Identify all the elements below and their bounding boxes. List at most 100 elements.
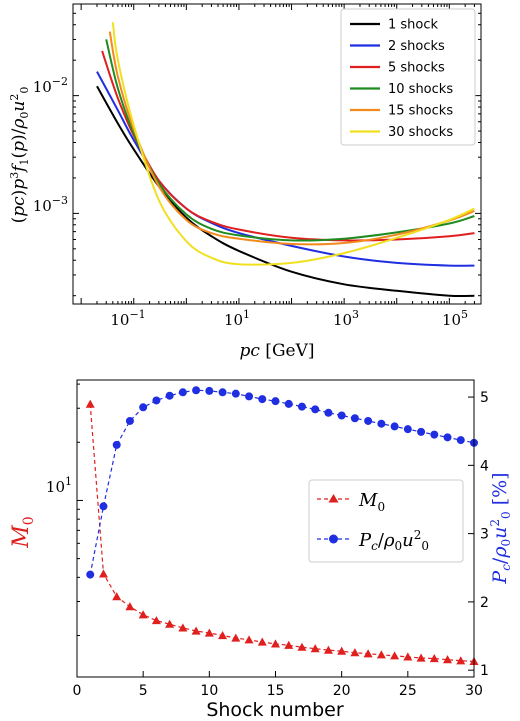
spectrum-x-tick-label: 101 (224, 308, 250, 329)
pc-marker (443, 433, 452, 442)
spectrum-legend-label: 30 shocks (388, 125, 453, 140)
pc-marker (165, 391, 174, 400)
spectrum-curve (101, 50, 475, 242)
shock-x-tick-label: 30 (465, 683, 483, 699)
spectrum-x-tick-label: 105 (442, 308, 468, 329)
spectrum-curve (108, 31, 475, 246)
shock-right-tick-label: 3 (480, 527, 489, 543)
m0-marker (416, 653, 426, 662)
spectrum-legend-label: 1 shock (388, 18, 439, 33)
pc-marker (99, 502, 108, 511)
spectrum-y-ticks (73, 3, 481, 297)
m0-marker (323, 645, 333, 654)
legend-m0-marker (328, 494, 339, 503)
shock-x-axis-label: Shock number (206, 699, 344, 721)
shock-right-tick-label: 1 (480, 663, 489, 679)
m0-marker (98, 569, 108, 578)
spectrum-legend-label: 10 shocks (388, 82, 453, 97)
spectrum-curve (111, 22, 475, 266)
m0-marker (178, 623, 188, 632)
spectrum-y-axis-label: (pc)p3f1(p)/ρ0u20 (8, 87, 31, 224)
spectrum-x-tick-label: 10−1 (110, 308, 145, 329)
m0-marker (244, 635, 254, 644)
pc-marker (377, 419, 386, 428)
pc-marker (417, 427, 426, 436)
pc-marker (245, 392, 254, 401)
spectrum-x-tick-label: 103 (333, 308, 359, 329)
m0-marker (403, 652, 413, 661)
pc-marker (390, 422, 399, 431)
shock-x-tick-label: 10 (200, 683, 218, 699)
m0-marker (112, 592, 122, 601)
pc-marker (271, 397, 280, 406)
pc-marker (403, 425, 412, 434)
spectrum-legend-label: 2 shocks (388, 39, 445, 54)
pc-marker (231, 389, 240, 398)
pc-marker (456, 436, 465, 445)
shock-legend: M0 Pc/ρ0u20 (308, 479, 464, 563)
shock-left-ticks (77, 383, 83, 637)
m0-marker (337, 646, 347, 655)
pc-marker (152, 396, 161, 405)
pc-marker (311, 405, 320, 414)
legend-pc-marker (329, 534, 338, 544)
m0-marker (165, 619, 175, 628)
pc-marker (139, 403, 148, 412)
shock-x-ticks: 0 5 10 15 20 25 30 (73, 671, 483, 699)
pc-marker (205, 386, 214, 395)
m0-marker (218, 631, 228, 640)
m0-marker (310, 644, 320, 653)
legend-m0-label: M0 (358, 490, 385, 514)
m0-marker (297, 642, 307, 651)
spectrum-legend-label: 15 shocks (388, 104, 453, 119)
m0-marker (257, 637, 267, 646)
spectrum-legend-label: 5 shocks (388, 61, 445, 76)
pc-marker (178, 388, 187, 397)
m0-marker (138, 610, 148, 619)
m0-marker (390, 651, 400, 660)
pc-marker (297, 402, 306, 411)
shock-right-ticks: 1 2 3 4 5 (468, 390, 489, 679)
pc-marker (364, 416, 373, 425)
spectrum-curve (105, 39, 475, 242)
shock-x-tick-label: 5 (139, 683, 148, 699)
m0-marker (443, 655, 453, 664)
spectrum-y-tick-label: 10−2 (33, 75, 68, 96)
shock-x-tick-label: 20 (333, 683, 351, 699)
spectrum-curve (96, 85, 475, 298)
m0-marker (284, 640, 294, 649)
m0-marker (376, 650, 386, 659)
m0-marker (363, 649, 373, 658)
spectrum-curve (96, 71, 475, 267)
shock-right-tick-label: 4 (480, 458, 489, 474)
shock-left-axis-label: M0 (9, 516, 37, 548)
shock-right-tick-label: 2 (480, 595, 489, 611)
legend-pc-label: Pc/ρ0u20 (358, 528, 429, 553)
m0-marker (85, 399, 95, 408)
m0-marker (231, 633, 241, 642)
spectrum-panel: 10−1 101 103 105 10−2 10−3 pc [GeV] (pc)… (8, 3, 482, 361)
m0-marker (151, 616, 161, 625)
m0-marker (350, 648, 360, 657)
shock-x-tick-label: 25 (399, 683, 417, 699)
pc-marker (112, 440, 121, 449)
pc-marker (258, 395, 267, 404)
pc-marker (192, 386, 201, 395)
pc-marker (350, 414, 359, 423)
shock-x-tick-label: 15 (267, 683, 285, 699)
shock-panel: 0 5 10 15 20 25 30 1 2 3 4 5 101 Shock number M0 P… (9, 379, 513, 721)
shock-left-tick-label: 101 (46, 475, 72, 496)
shock-right-axis-label: Pc/ρ0u20 [%] (488, 472, 513, 584)
pc-marker (337, 411, 346, 420)
m0-marker (271, 639, 280, 648)
pc-marker (125, 416, 134, 425)
m0-marker (429, 654, 439, 663)
spectrum-x-axis-label: pc [GeV] (240, 341, 315, 361)
pc-marker (218, 388, 227, 397)
m0-marker (204, 628, 214, 637)
shock-legend-box (308, 479, 464, 563)
spectrum-y-tick-label: 10−3 (33, 194, 68, 215)
pc-marker (86, 570, 95, 579)
spectrum-plot-frame (72, 3, 482, 305)
